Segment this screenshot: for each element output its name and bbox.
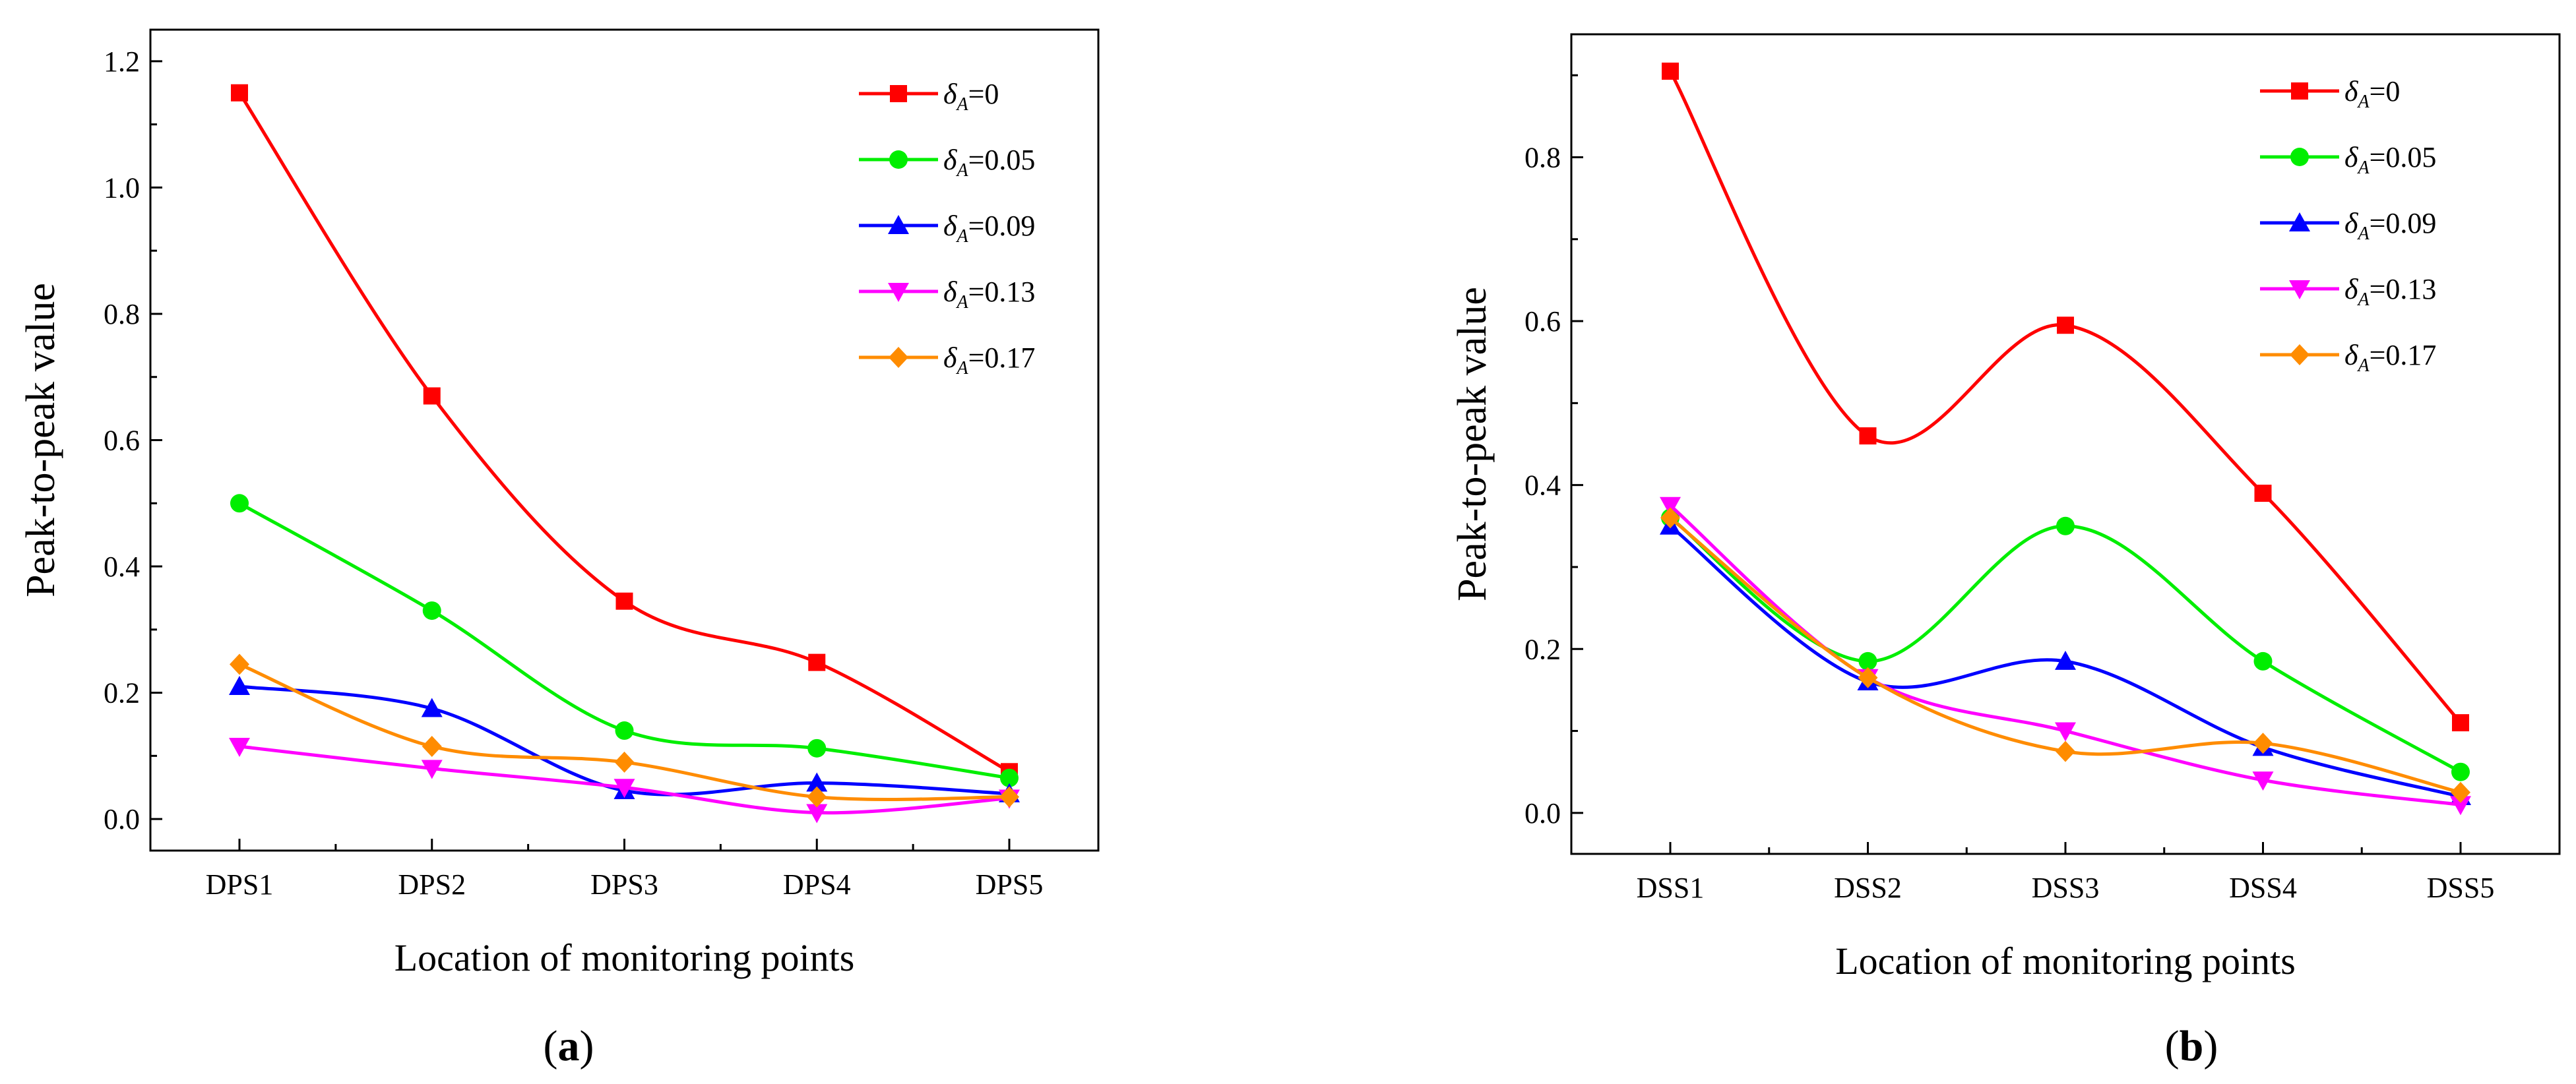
chart-a-legend-marker-0: [890, 85, 907, 102]
chart-b-xtick-label: DSS4: [2229, 872, 2297, 904]
panel-label-a-letter: a: [558, 1022, 580, 1070]
chart-b-series-4-point-1: [1858, 667, 1878, 688]
chart-a-ytick-label: 0.4: [104, 551, 140, 583]
chart-b-series-3-point-0: [1660, 497, 1681, 516]
chart-b-series-4-point-0: [1660, 507, 1680, 529]
chart-b-series-1-point-4: [2451, 762, 2470, 781]
chart-a-series-3-point-0: [229, 737, 250, 757]
panel-label-a: (a): [544, 1022, 594, 1070]
chart-a-legend-marker-1: [889, 150, 908, 169]
chart-b-series-4-point-4: [2451, 781, 2470, 803]
chart-b-ytick-label: 0.0: [1524, 797, 1561, 829]
chart-a-series-0-point-3: [808, 653, 826, 671]
chart-a-ytick-label: 0.2: [104, 677, 140, 709]
chart-a-series-1-point-1: [422, 601, 441, 620]
chart-a-series-0-point-0: [231, 84, 248, 102]
chart-a-legend-marker-4: [889, 347, 908, 368]
chart-b-series-1-point-3: [2253, 651, 2273, 671]
chart-b-series-0-point-2: [2057, 316, 2074, 334]
chart-b-series-3-point-3: [2252, 771, 2274, 791]
chart-a-series-4-point-4: [999, 786, 1019, 808]
chart-b-ytick-label: 0.2: [1524, 633, 1561, 665]
chart-b-series-1-point-1: [1858, 651, 1877, 671]
chart-a-series-1-point-2: [615, 721, 634, 740]
chart-a-ytick-label: 1.0: [104, 171, 140, 204]
chart-b-ytick-label: 0.8: [1524, 141, 1561, 173]
chart-b-series-2-point-2: [2055, 650, 2076, 670]
chart-a-series-4-point-3: [807, 786, 827, 808]
chart-a-legend-label-1: δA=0.05: [943, 144, 1035, 181]
chart-a-series-4-point-2: [614, 751, 635, 773]
chart-b-legend-marker-0: [2291, 82, 2308, 100]
chart-a-legend-marker-2: [888, 215, 909, 234]
chart-a: 0.0 0.2 0.4 0.6 0.8 1.0 1.2 DPS1 DPS2 DPS3 DPS4 DPS…: [18, 28, 1100, 979]
chart-b-legend-label-3: δA=0.13: [2344, 273, 2436, 310]
chart-b-series-4-point-3: [2253, 733, 2273, 754]
chart-a-series-4-point-0: [230, 653, 249, 675]
chart-b-series-0-point-4: [2452, 714, 2469, 732]
chart-a-series-2-point-0: [229, 676, 250, 695]
panel-label-b: (b): [2165, 1022, 2218, 1070]
chart-b-xtick-label: DSS5: [2427, 872, 2495, 904]
chart-a-legend-label-2: δA=0.09: [943, 210, 1035, 247]
chart-a-xtick-label: DPS3: [590, 868, 658, 901]
chart-a-series-3-point-1: [421, 760, 443, 779]
chart-b-ytick-label: 0.4: [1524, 469, 1561, 502]
chart-a-series-1-point-3: [807, 738, 827, 758]
chart-a-series-1-point-4: [1000, 768, 1019, 787]
chart-b-legend-marker-2: [2289, 212, 2310, 231]
chart-a-ytick-label: 1.2: [104, 45, 140, 78]
chart-b-legend-marker-1: [2290, 148, 2309, 166]
chart-a-legend-label-3: δA=0.13: [943, 276, 1035, 313]
chart-b-series-0-line: [1668, 70, 2462, 724]
chart-a-series-4-point-1: [422, 735, 442, 757]
chart-a-series-3-point-2: [613, 779, 635, 798]
chart-b-xtick-label: DSS1: [1637, 872, 1705, 904]
chart-b-series-0-point-0: [1662, 62, 1679, 80]
chart-b-series-0-point-1: [1859, 427, 1877, 445]
chart-a-ytick-label: 0.6: [104, 425, 140, 457]
chart-b-xtick-label: DSS3: [2032, 872, 2100, 904]
chart-b-legend-label-1: δA=0.05: [2344, 141, 2436, 178]
chart-a-series-0-point-1: [423, 387, 441, 405]
chart-b: 0.0 0.2 0.4 0.6 0.8 DSS1 DSS2 DSS3 DSS4 DSS5 Locat…: [1450, 33, 2561, 982]
chart-a-series-0-line: [237, 92, 1011, 773]
chart-a-legend-label-0: δA=0: [943, 78, 999, 115]
chart-b-legend-label-2: δA=0.09: [2344, 207, 2436, 244]
chart-b-series-0-point-3: [2254, 485, 2272, 502]
chart-b-legend-marker-4: [2290, 344, 2309, 365]
chart-a-xtick-label: DPS4: [783, 868, 851, 901]
chart-b-ylabel: Peak-to-peak value: [1450, 287, 1495, 601]
chart-a-xtick-label: DPS5: [976, 868, 1044, 901]
chart-a-series-2-point-3: [806, 772, 828, 792]
chart-b-series-1-point-2: [2056, 516, 2075, 535]
chart-a-xtick-label: DPS1: [206, 868, 274, 901]
chart-b-ytick-label: 0.6: [1524, 305, 1561, 338]
chart-a-series-3-point-3: [806, 804, 828, 824]
chart-a-xlabel: Location of monitoring points: [394, 936, 855, 979]
chart-a-legend-marker-3: [888, 283, 909, 302]
panel-label-b-letter: b: [2180, 1022, 2204, 1070]
chart-a-legend-label-4: δA=0.17: [943, 342, 1035, 378]
chart-a-series-0-point-2: [615, 592, 633, 610]
chart-b-xlabel: Location of monitoring points: [1835, 940, 2296, 982]
chart-b-legend-marker-3: [2289, 280, 2310, 299]
chart-a-ylabel: Peak-to-peak value: [18, 283, 63, 597]
chart-b-series-3-point-2: [2055, 722, 2076, 742]
chart-a-ytick-label: 0.8: [104, 298, 140, 330]
chart-a-ytick-label: 0.0: [104, 803, 140, 835]
chart-a-series-1-point-0: [230, 494, 249, 513]
chart-b-series-3-point-4: [2450, 796, 2471, 816]
chart-a-xtick-label: DPS2: [398, 868, 466, 901]
chart-a-series-2-point-1: [421, 698, 443, 717]
chart-b-series-4-point-2: [2056, 740, 2075, 762]
chart-b-legend-label-4: δA=0.17: [2344, 339, 2436, 376]
chart-b-xtick-label: DSS2: [1834, 872, 1902, 904]
chart-b-legend-label-0: δA=0: [2344, 75, 2400, 112]
